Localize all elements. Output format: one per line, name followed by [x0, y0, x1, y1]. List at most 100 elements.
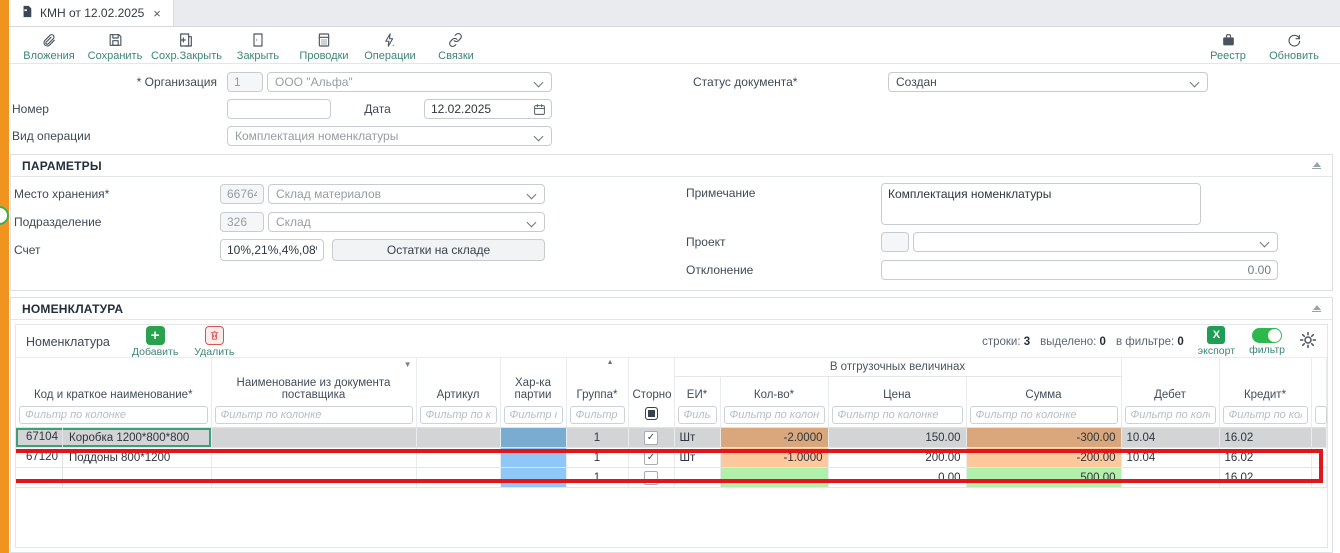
deviation-input[interactable]: [881, 260, 1278, 280]
cell-code-name[interactable]: 67120 Поддоны 800*1200: [16, 447, 212, 468]
cell-sum[interactable]: 500.00: [966, 467, 1122, 488]
cell-price[interactable]: 200.00: [828, 447, 967, 468]
number-input[interactable]: [227, 99, 331, 119]
header-cell-qty[interactable]: Кол-во*: [720, 376, 829, 403]
cell-article[interactable]: [416, 447, 501, 468]
delete-row-button[interactable]: Удалить: [194, 325, 234, 358]
filter-input-group[interactable]: [569, 406, 625, 424]
cell-unit[interactable]: Шт: [674, 427, 721, 448]
header-cell-code[interactable]: Код и краткое наименование*: [16, 357, 212, 403]
org-code-input[interactable]: [227, 72, 263, 92]
cell-storno[interactable]: [628, 467, 675, 488]
header-cell-batch[interactable]: Хар-ка партии: [500, 357, 567, 403]
save-button[interactable]: Сохранить: [85, 32, 145, 62]
filter-input-price[interactable]: [831, 406, 963, 424]
account-input[interactable]: [220, 239, 324, 261]
cell-group[interactable]: 1: [566, 467, 629, 488]
storage-select[interactable]: Склад материалов: [268, 184, 545, 204]
cell-credit[interactable]: 16.02: [1219, 427, 1312, 448]
cell-debit[interactable]: [1121, 467, 1220, 488]
org-select[interactable]: ООО "Альфа": [267, 72, 552, 92]
storno-checkbox[interactable]: ✓: [644, 430, 658, 445]
collapse-arrow-icon[interactable]: [1312, 305, 1321, 312]
filter-input-extra[interactable]: [1314, 406, 1327, 424]
registry-button[interactable]: Реестр: [1198, 32, 1258, 62]
filter-input-batch[interactable]: [503, 406, 563, 424]
cell-credit[interactable]: 16.02: [1219, 467, 1312, 488]
cell-price[interactable]: 0.00: [828, 467, 967, 488]
filter-input-debit[interactable]: [1124, 406, 1216, 424]
cell-extra[interactable]: [1311, 467, 1327, 488]
cell-qty[interactable]: -2.0000: [720, 427, 829, 448]
cell-code-name[interactable]: 67104 Коробка 1200*800*800: [16, 427, 212, 448]
cell-unit[interactable]: Шт: [674, 447, 721, 468]
cell-group[interactable]: 1: [566, 447, 629, 468]
cell-sum[interactable]: -200.00: [966, 447, 1122, 468]
optype-select[interactable]: Комплектация номенклатуры: [227, 126, 552, 146]
cell-extra[interactable]: [1311, 427, 1327, 448]
cell-price[interactable]: 150.00: [828, 427, 967, 448]
tab-close-icon[interactable]: ×: [153, 5, 161, 21]
cell-batch[interactable]: [500, 447, 567, 468]
header-cell-price[interactable]: Цена: [828, 376, 967, 403]
refresh-button[interactable]: Обновить: [1264, 32, 1324, 62]
cell-unit[interactable]: [674, 467, 721, 488]
header-cell-supplier-name[interactable]: Наименование из документа поставщика ▼: [211, 357, 417, 403]
cell-debit[interactable]: 10.04: [1121, 427, 1220, 448]
cell-batch[interactable]: [500, 467, 567, 488]
cell-supplier-name[interactable]: [211, 427, 417, 448]
cell-extra[interactable]: [1311, 447, 1327, 468]
storage-code-input[interactable]: [220, 184, 264, 204]
toggle-on-icon[interactable]: [1252, 327, 1283, 343]
column-menu-icon[interactable]: ▼: [403, 360, 412, 369]
cell-debit[interactable]: 10.04: [1121, 447, 1220, 468]
project-code-input[interactable]: [881, 232, 909, 252]
add-row-button[interactable]: + Добавить: [131, 325, 179, 358]
tab-document[interactable]: КМН от 12.02.2025 ×: [9, 0, 174, 26]
storno-checkbox[interactable]: [644, 470, 658, 485]
cell-qty[interactable]: [720, 467, 829, 488]
cell-article[interactable]: [416, 467, 501, 488]
header-cell-credit[interactable]: Кредит*: [1219, 357, 1312, 403]
operations-button[interactable]: Операции: [360, 32, 420, 62]
header-cell-extra[interactable]: [1311, 357, 1327, 403]
calendar-icon[interactable]: [533, 103, 546, 116]
cell-article[interactable]: [416, 427, 501, 448]
postings-button[interactable]: Проводки: [294, 32, 354, 62]
filter-input-article[interactable]: [419, 406, 497, 424]
cell-batch[interactable]: [500, 427, 567, 448]
collapse-arrow-icon[interactable]: [1312, 162, 1321, 169]
storno-filter-toggle[interactable]: [644, 407, 658, 420]
status-select[interactable]: Создан: [888, 72, 1208, 92]
filter-input-supplier-name[interactable]: [214, 406, 413, 424]
cell-storno[interactable]: ✓: [628, 427, 675, 448]
cell-credit[interactable]: 16.02: [1219, 447, 1312, 468]
cell-supplier-name[interactable]: [211, 467, 417, 488]
filter-toggle[interactable]: фильтр: [1249, 327, 1285, 356]
attachments-button[interactable]: Вложения: [19, 32, 79, 62]
filter-input-sum[interactable]: [969, 406, 1118, 424]
header-cell-unit[interactable]: ЕИ*: [674, 376, 721, 403]
header-cell-article[interactable]: Артикул: [416, 357, 501, 403]
close-button[interactable]: Закрыть: [228, 32, 288, 62]
header-cell-sum[interactable]: Сумма: [966, 376, 1122, 403]
export-button[interactable]: X экспорт: [1198, 326, 1235, 357]
table-row[interactable]: 67104 Коробка 1200*800*800 1 ✓ Шт -2.0000…: [16, 427, 1327, 448]
header-cell-debit[interactable]: Дебет: [1121, 357, 1220, 403]
filter-input-credit[interactable]: [1222, 406, 1308, 424]
header-cell-storno[interactable]: Сторно: [628, 357, 675, 403]
cell-code-name[interactable]: [16, 467, 212, 488]
cell-storno[interactable]: ✓: [628, 447, 675, 468]
cell-supplier-name[interactable]: [211, 447, 417, 468]
filter-input-qty[interactable]: [723, 406, 825, 424]
project-select[interactable]: [913, 232, 1278, 252]
cell-group[interactable]: 1: [566, 427, 629, 448]
filter-input-code[interactable]: [19, 406, 208, 424]
header-cell-group[interactable]: ▲ Группа*: [566, 357, 629, 403]
date-input[interactable]: [423, 99, 552, 119]
storno-checkbox[interactable]: ✓: [644, 450, 658, 465]
links-button[interactable]: Связки: [426, 32, 486, 62]
save-close-button[interactable]: Сохр.Закрыть: [151, 32, 222, 62]
cell-sum[interactable]: -300.00: [966, 427, 1122, 448]
stock-remainder-button[interactable]: Остатки на складе: [332, 239, 545, 261]
